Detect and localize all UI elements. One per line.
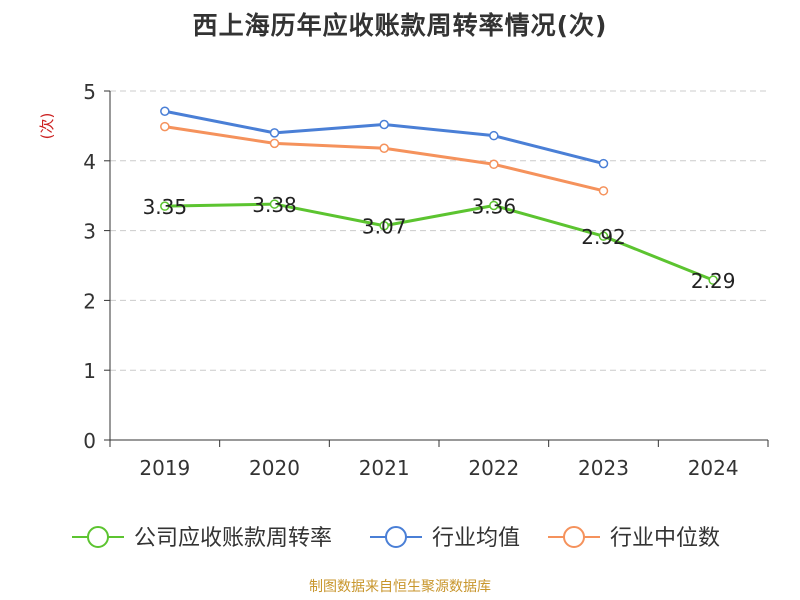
data-label: 3.35	[143, 195, 188, 219]
x-tick-label: 2022	[468, 456, 519, 480]
data-label: 3.36	[472, 194, 517, 218]
data-point	[489, 159, 499, 170]
legend-label: 公司应收账款周转率	[134, 526, 332, 551]
data-label: 2.92	[581, 225, 626, 249]
legend-label: 行业中位数	[610, 526, 720, 551]
x-tick-label: 2020	[249, 456, 300, 480]
x-tick-label: 2024	[688, 456, 739, 480]
y-tick-label: 2	[83, 289, 96, 313]
axes: 0 1 2 3 4 5 2019 2020 2021 2022 2023 2024 (次)	[38, 80, 769, 480]
legend-label: 行业均值	[432, 526, 520, 551]
y-tick-label: 4	[83, 150, 96, 174]
data-point	[598, 158, 609, 169]
data-point	[489, 130, 499, 141]
data-label: 3.07	[362, 215, 407, 239]
legend-marker	[385, 526, 407, 548]
y-tick-label: 1	[83, 359, 96, 383]
data-point	[489, 200, 499, 211]
data-label: 2.29	[691, 269, 736, 293]
data-point	[269, 128, 280, 138]
data-point	[160, 121, 170, 132]
y-axis-label: (次)	[38, 113, 56, 140]
chart-title: 西上海历年应收账款周转率情况(次)	[192, 11, 608, 40]
data-point	[160, 201, 170, 211]
series-lines	[160, 106, 718, 285]
series-line	[164, 125, 604, 193]
legend-marker	[87, 526, 109, 548]
legend-marker	[563, 526, 585, 548]
x-tick-label: 2021	[359, 456, 410, 480]
data-point	[160, 106, 170, 116]
data-point	[379, 119, 389, 130]
data-point	[379, 143, 389, 153]
x-tick-label: 2023	[578, 456, 629, 480]
y-tick-label: 0	[83, 429, 96, 453]
source-note: 制图数据来自恒生聚源数据库	[309, 579, 491, 595]
series-line	[164, 202, 714, 282]
data-point	[379, 220, 389, 231]
data-point	[269, 138, 280, 149]
x-tick-label: 2019	[139, 456, 190, 480]
data-point	[269, 199, 280, 209]
data-labels: 3.35 3.38 3.07 3.36 2.92 2.29	[143, 193, 736, 293]
data-point	[708, 275, 718, 285]
data-label: 3.38	[252, 193, 297, 217]
legend: 公司应收账款周转率 行业均值 行业中位数	[72, 526, 720, 551]
y-tick-label: 5	[83, 80, 96, 104]
y-tick-label: 3	[83, 220, 96, 244]
data-point	[598, 186, 609, 196]
data-point	[598, 231, 609, 241]
